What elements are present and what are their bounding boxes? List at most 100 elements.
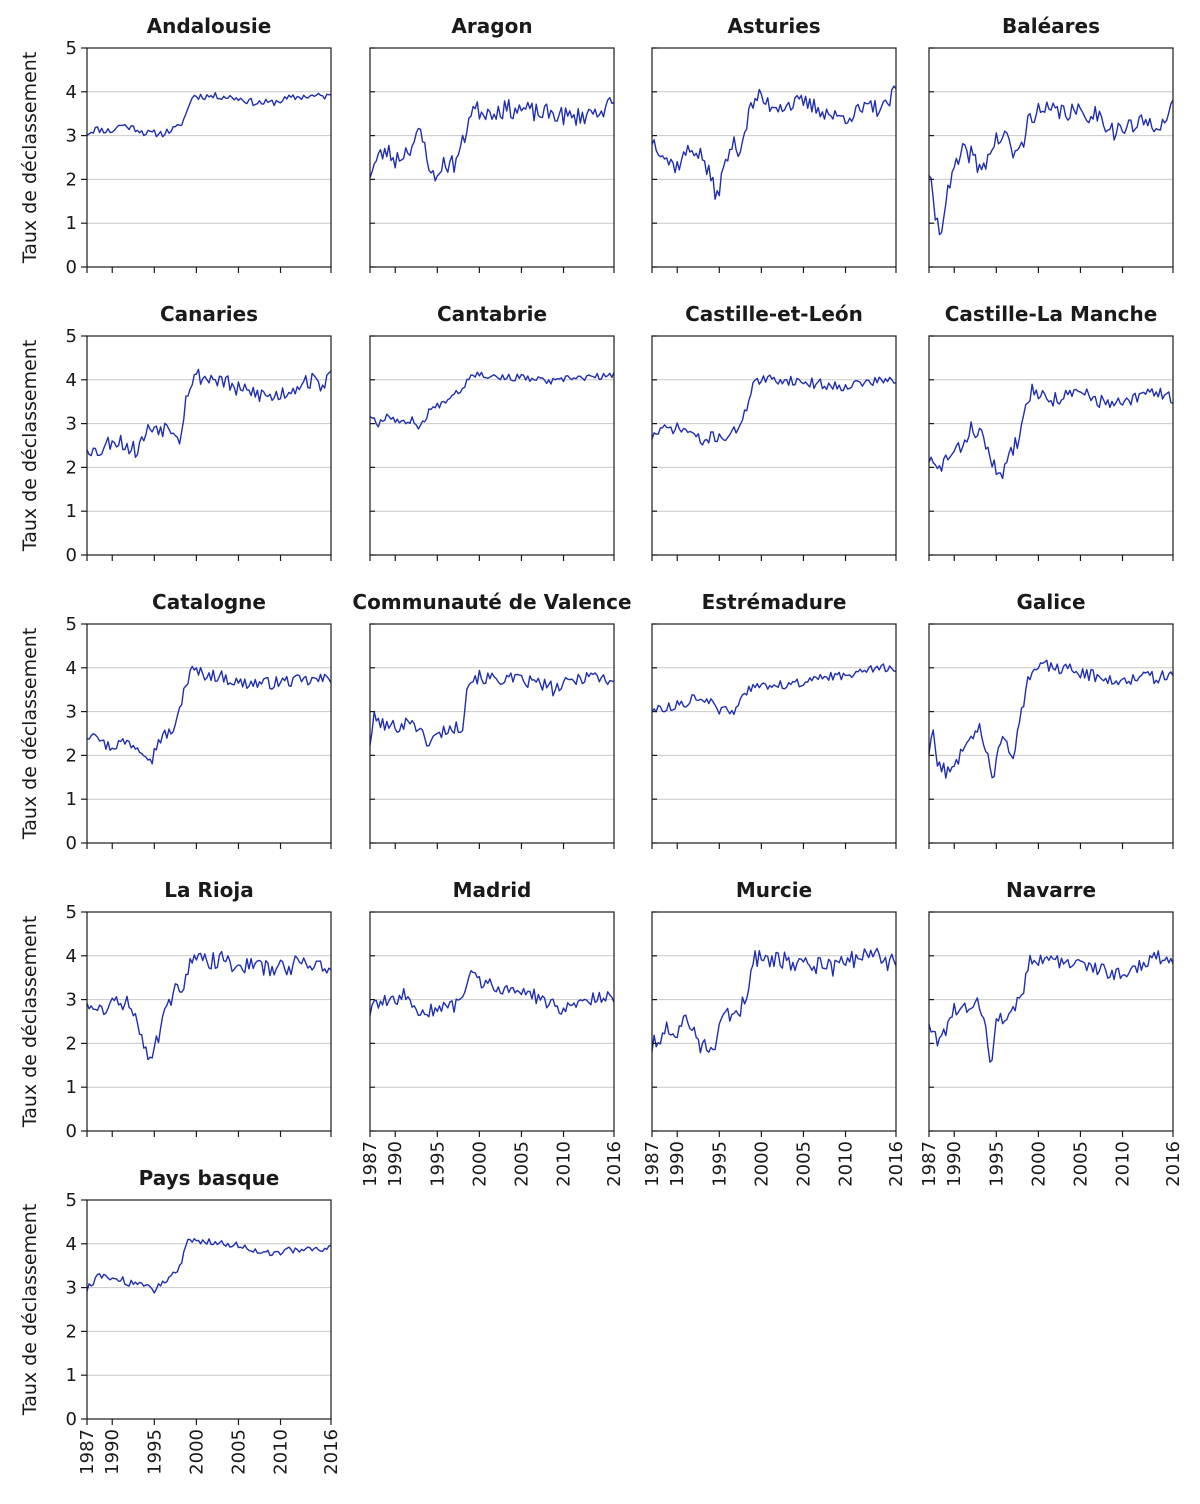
panel-6: Castille-et-León bbox=[651, 302, 897, 561]
y-tick-label: 4 bbox=[66, 1234, 77, 1255]
y-tick-label: 0 bbox=[66, 257, 77, 278]
x-tick-label: 2016 bbox=[886, 1141, 907, 1187]
panel-15: Navarre 1987 1990 1995 2000 2005 2010 2016 bbox=[919, 878, 1184, 1187]
series-line bbox=[928, 99, 1174, 236]
y-axis-label: Taux de déclassement bbox=[19, 1204, 41, 1417]
y-tick-label: 4 bbox=[66, 946, 77, 967]
series-line bbox=[928, 659, 1174, 779]
panel-10: Estrémadure bbox=[651, 590, 897, 849]
y-axis-label: Taux de déclassement bbox=[19, 340, 41, 553]
series-line bbox=[369, 669, 615, 747]
series-line bbox=[86, 950, 332, 1061]
x-tick-label: 2010 bbox=[836, 1141, 857, 1187]
series-line bbox=[369, 96, 615, 182]
panel-5: Cantabrie bbox=[369, 302, 615, 561]
y-tick-label: 1 bbox=[66, 1077, 77, 1098]
panel-title: Cantabrie bbox=[437, 302, 547, 326]
y-tick-label: 3 bbox=[66, 126, 77, 147]
x-tick-label: 1995 bbox=[144, 1429, 165, 1475]
panel-14: Murcie 1987 1990 1995 2000 2005 2010 2016 bbox=[642, 878, 907, 1187]
plot-frame bbox=[928, 47, 1174, 268]
panel-title: Galice bbox=[1016, 590, 1085, 614]
panel-4: Canaries 0 1 2 3 4 5 Taux de déclassement bbox=[19, 302, 332, 566]
x-tick-label: 1995 bbox=[709, 1141, 730, 1187]
panel-2: Asturies bbox=[651, 14, 897, 273]
y-tick-label: 4 bbox=[66, 82, 77, 103]
x-tick-label: 1995 bbox=[986, 1141, 1007, 1187]
plot-frame bbox=[86, 47, 332, 268]
series-line bbox=[928, 950, 1174, 1063]
panel-11: Galice bbox=[928, 590, 1174, 849]
x-tick-label: 2016 bbox=[1163, 1141, 1184, 1187]
y-tick-label: 3 bbox=[66, 1278, 77, 1299]
x-tick-label: 2005 bbox=[511, 1141, 532, 1187]
series-line bbox=[651, 85, 897, 200]
panel-12: La Rioja 0 1 2 3 4 5 Taux de déclassement bbox=[19, 878, 332, 1142]
x-tick-label: 2000 bbox=[186, 1429, 207, 1475]
y-axis-label: Taux de déclassement bbox=[19, 52, 41, 265]
series-line bbox=[651, 663, 897, 716]
plot-frame bbox=[651, 47, 897, 268]
plot-frame bbox=[369, 47, 615, 268]
panel-title: Estrémadure bbox=[702, 590, 847, 614]
plot-frame bbox=[369, 911, 615, 1132]
plot-frame bbox=[928, 335, 1174, 556]
panel-1: Aragon bbox=[369, 14, 615, 273]
x-tick-label: 1995 bbox=[427, 1141, 448, 1187]
panel-7: Castille-La Manche bbox=[928, 302, 1174, 561]
y-tick-label: 2 bbox=[66, 1033, 77, 1054]
y-tick-label: 5 bbox=[66, 614, 77, 635]
series-line bbox=[86, 1237, 332, 1294]
y-axis-label: Taux de déclassement bbox=[19, 916, 41, 1129]
panel-title: Castille-et-León bbox=[685, 302, 863, 326]
panel-title: Pays basque bbox=[139, 1166, 280, 1190]
y-tick-label: 1 bbox=[66, 789, 77, 810]
x-tick-label: 1987 bbox=[919, 1141, 940, 1187]
series-line bbox=[86, 368, 332, 458]
panel-0: Andalousie 0 1 2 3 4 5 Taux de déclassement bbox=[19, 14, 332, 278]
x-tick-label: 1990 bbox=[667, 1141, 688, 1187]
y-tick-label: 4 bbox=[66, 370, 77, 391]
panel-9: Communauté de Valence bbox=[352, 590, 632, 849]
y-tick-label: 1 bbox=[66, 213, 77, 234]
x-tick-label: 2016 bbox=[321, 1429, 342, 1475]
series-line bbox=[651, 947, 897, 1054]
y-tick-label: 3 bbox=[66, 702, 77, 723]
y-tick-label: 5 bbox=[66, 1190, 77, 1211]
panel-title: Madrid bbox=[453, 878, 532, 902]
panel-title: Asturies bbox=[727, 14, 820, 38]
panel-title: Communauté de Valence bbox=[352, 590, 631, 614]
y-tick-label: 2 bbox=[66, 1321, 77, 1342]
y-tick-label: 1 bbox=[66, 501, 77, 522]
x-tick-label: 2010 bbox=[271, 1429, 292, 1475]
panel-3: Baléares bbox=[928, 14, 1174, 273]
y-tick-label: 2 bbox=[66, 169, 77, 190]
x-tick-label: 1990 bbox=[385, 1141, 406, 1187]
series-line bbox=[369, 970, 615, 1018]
panel-title: La Rioja bbox=[164, 878, 254, 902]
x-tick-label: 2005 bbox=[1070, 1141, 1091, 1187]
plot-frame bbox=[651, 335, 897, 556]
series-line bbox=[369, 371, 615, 430]
series-line bbox=[86, 91, 332, 138]
plot-frame bbox=[651, 911, 897, 1132]
y-tick-label: 0 bbox=[66, 1409, 77, 1430]
x-tick-label: 1990 bbox=[102, 1429, 123, 1475]
y-tick-label: 0 bbox=[66, 545, 77, 566]
y-tick-label: 0 bbox=[66, 1121, 77, 1142]
plot-frame bbox=[369, 623, 615, 844]
plot-frame bbox=[86, 335, 332, 556]
series-line bbox=[86, 665, 332, 765]
x-tick-label: 2000 bbox=[469, 1141, 490, 1187]
y-tick-label: 2 bbox=[66, 457, 77, 478]
y-tick-label: 1 bbox=[66, 1365, 77, 1386]
y-tick-label: 3 bbox=[66, 414, 77, 435]
y-tick-label: 0 bbox=[66, 833, 77, 854]
panel-16: Pays basque 0 1 2 3 4 5 Taux de déclassement 198… bbox=[19, 1166, 342, 1475]
x-tick-label: 2000 bbox=[751, 1141, 772, 1187]
panel-title: Catalogne bbox=[152, 590, 266, 614]
panel-title: Castille-La Manche bbox=[945, 302, 1158, 326]
x-tick-label: 2005 bbox=[793, 1141, 814, 1187]
y-tick-label: 5 bbox=[66, 326, 77, 347]
